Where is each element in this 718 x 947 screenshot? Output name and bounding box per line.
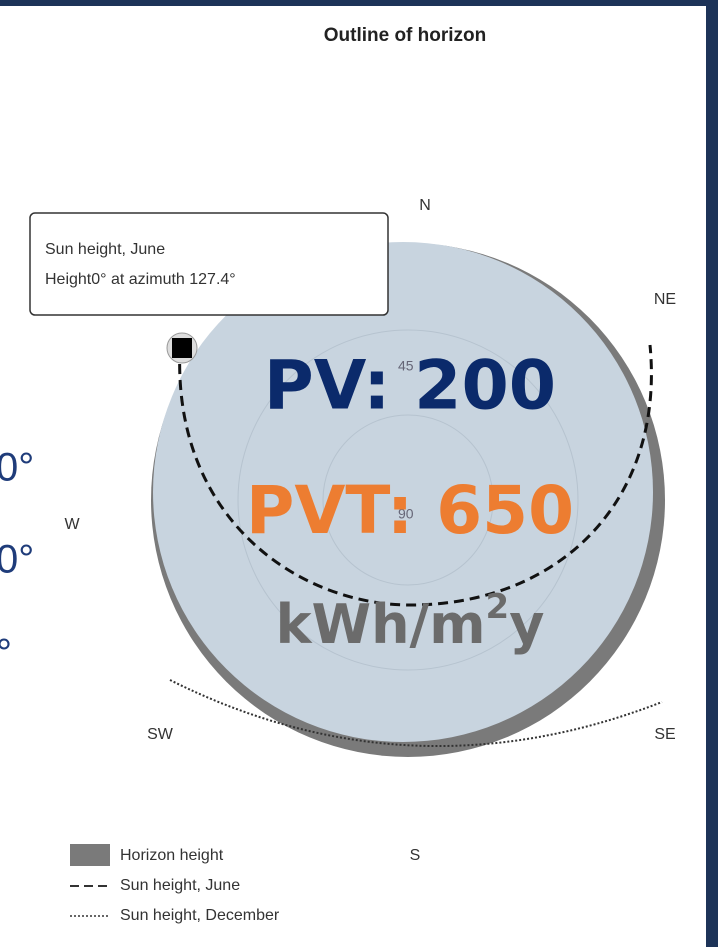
legend-entry: Sun height, December xyxy=(120,907,280,924)
ring-label: 45 xyxy=(398,358,414,374)
ring xyxy=(237,329,579,671)
legend-entry: Sun height, June xyxy=(120,877,240,894)
unit: kWh/m2y xyxy=(276,587,545,656)
unit-tail: y xyxy=(509,593,544,656)
compass-label: NE xyxy=(654,291,676,308)
legend-entry: Horizon height xyxy=(120,847,224,864)
unit-exp: 2 xyxy=(486,587,510,627)
sun-path-december xyxy=(169,679,663,748)
tooltip-title: Sun height, June xyxy=(45,241,165,258)
sky-area xyxy=(153,242,653,742)
sun-path-june xyxy=(178,344,653,607)
legend-swatch xyxy=(70,844,110,866)
cut-text: 0° xyxy=(0,538,34,582)
cut-text: ° xyxy=(0,632,12,676)
marker xyxy=(172,338,192,358)
tooltip-text: Height0° at azimuth 127.4° xyxy=(45,271,236,288)
cut-text: 0° xyxy=(0,446,34,490)
compass-label: SW xyxy=(147,726,174,743)
chart-title: Outline of horizon xyxy=(324,25,487,46)
ring-label: 90 xyxy=(398,506,414,522)
pvt-value: PVT: 650 xyxy=(246,472,574,549)
compass-label: W xyxy=(64,516,80,533)
compass-label: N xyxy=(419,197,431,214)
pv-value: PV: 200 xyxy=(264,347,556,426)
ring xyxy=(322,414,494,586)
compass-label: SE xyxy=(654,726,675,743)
compass-label: S xyxy=(410,847,421,864)
tooltip-box xyxy=(29,212,389,316)
unit-base: kWh/m xyxy=(276,593,486,656)
